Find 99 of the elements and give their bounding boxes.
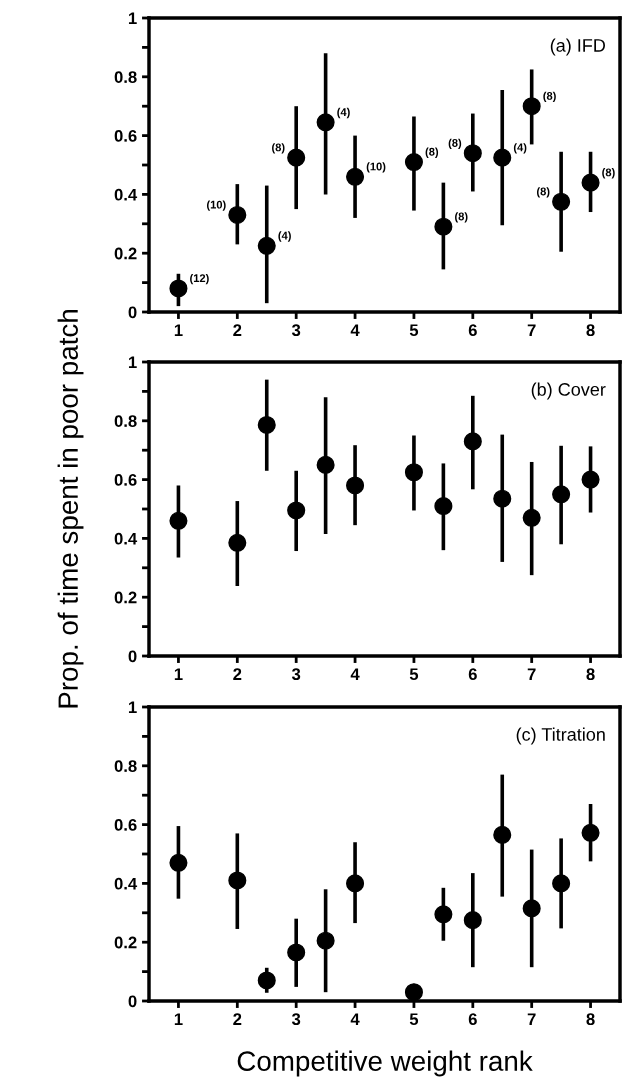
y-tick-label: 0.8	[114, 760, 137, 772]
y-tick-label: 1	[128, 701, 137, 714]
x-tick-label: 6	[468, 1013, 477, 1026]
x-tick-label: 7	[527, 668, 536, 680]
point	[581, 470, 600, 489]
x-tick-label: 8	[586, 324, 595, 337]
x-tick-label: 3	[291, 1013, 301, 1026]
y-tick-label: 1	[128, 12, 137, 25]
x-axis-title: Competitive weight rank	[237, 1050, 533, 1077]
point	[434, 217, 453, 236]
point	[346, 476, 365, 495]
point	[434, 905, 453, 924]
point	[169, 511, 188, 530]
x-tick-label: 1	[174, 1013, 183, 1025]
point	[493, 825, 512, 844]
annotation: (4)	[278, 231, 291, 242]
x-tick-label: 2	[233, 1013, 242, 1025]
x-tick-label: 2	[233, 668, 242, 680]
annotation: (a) IFD	[550, 38, 606, 56]
annotation: (8)	[536, 187, 550, 198]
x-tick-label: 4	[350, 668, 360, 680]
x-tick-label: 3	[291, 324, 301, 337]
y-tick-label: 0.2	[114, 591, 137, 604]
point	[316, 931, 335, 950]
point	[346, 874, 365, 893]
x-tick-label: 5	[409, 1013, 419, 1026]
x-tick-label: 3	[291, 668, 301, 681]
x-tick-label: 6	[468, 668, 477, 681]
point	[287, 501, 306, 520]
annotation: (8)	[543, 91, 556, 103]
point	[463, 432, 482, 451]
x-tick-label: 8	[586, 1013, 595, 1026]
annotation: (8)	[448, 138, 462, 150]
x-tick-label: 7	[527, 324, 536, 336]
point	[257, 236, 276, 255]
y-axis-title: Prop. of time spent in poor patch	[57, 310, 84, 708]
x-tick-label: 4	[350, 1013, 360, 1025]
annotation: (8)	[602, 168, 615, 179]
annotation: (12)	[190, 273, 209, 285]
annotation: (10)	[207, 200, 226, 211]
annotation: (8)	[425, 147, 439, 158]
point	[404, 983, 423, 1001]
point	[257, 971, 276, 990]
y-tick-label: 0	[128, 995, 137, 1008]
point	[316, 113, 335, 132]
point	[552, 485, 571, 504]
point	[228, 533, 247, 552]
y-tick-label: 0.4	[114, 877, 138, 890]
point	[169, 279, 188, 298]
y-tick-label: 0.6	[114, 130, 137, 142]
y-tick-label: 0.8	[114, 415, 137, 427]
point	[522, 508, 541, 527]
point	[316, 455, 335, 474]
point	[169, 853, 188, 872]
x-tick-label: 7	[527, 1013, 536, 1025]
x-tick-label: 1	[174, 668, 183, 680]
y-tick-label: 0.2	[114, 936, 137, 949]
y-tick-label: 0.2	[114, 247, 137, 260]
annotation: (c) Titration	[516, 727, 605, 745]
point	[493, 148, 512, 167]
annotation: (8)	[455, 212, 468, 223]
point	[346, 167, 365, 186]
point	[257, 415, 276, 434]
y-tick-label: 0.4	[114, 532, 138, 545]
point	[228, 205, 247, 225]
annotation: (8)	[272, 143, 285, 154]
point	[287, 943, 306, 962]
annotation: (4)	[513, 143, 527, 154]
y-tick-label: 1	[128, 356, 137, 369]
annotation: (b) Cover	[531, 382, 606, 400]
y-tick-label: 0.6	[114, 474, 137, 486]
point	[287, 148, 306, 167]
x-tick-label: 6	[468, 324, 477, 337]
point	[581, 173, 600, 192]
point	[404, 463, 423, 482]
y-tick-label: 0.4	[114, 188, 138, 201]
point	[522, 97, 541, 116]
point	[493, 489, 512, 508]
x-tick-label: 5	[409, 324, 419, 337]
point	[463, 144, 482, 163]
y-tick-label: 0.8	[114, 71, 137, 83]
annotation: (10)	[366, 162, 386, 173]
x-tick-label: 8	[586, 668, 595, 681]
point	[581, 823, 600, 842]
point	[463, 911, 482, 930]
x-tick-label: 4	[350, 324, 360, 336]
point	[404, 153, 423, 172]
point	[434, 497, 453, 516]
point	[552, 192, 571, 211]
y-tick-label: 0	[128, 306, 137, 319]
annotation: (4)	[337, 107, 350, 119]
point	[552, 874, 571, 893]
x-tick-label: 2	[233, 324, 242, 336]
y-tick-label: 0.6	[114, 819, 137, 831]
x-tick-label: 5	[409, 668, 419, 681]
x-tick-label: 1	[174, 324, 183, 336]
point	[522, 899, 541, 918]
y-tick-label: 0	[128, 650, 137, 663]
point	[228, 871, 247, 890]
